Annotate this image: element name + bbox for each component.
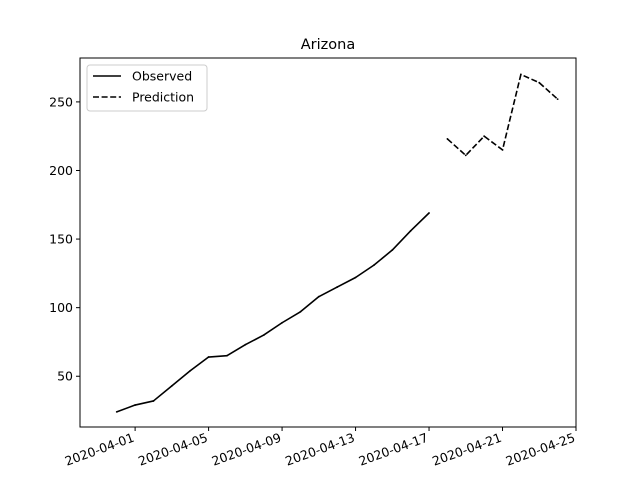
- data-point-observed: [354, 276, 357, 279]
- x-tick-label: 2020-04-05: [136, 430, 209, 469]
- legend: Observed Prediction: [86, 64, 208, 112]
- data-point-observed: [317, 295, 320, 298]
- data-point-observed: [189, 369, 192, 372]
- data-point-prediction: [519, 73, 522, 76]
- plot-area: [115, 73, 559, 413]
- x-axis: 2020-04-01 2020-04-05 2020-04-09 2020-04-13…: [63, 427, 577, 469]
- x-tick-label: 2020-04-01: [63, 430, 136, 469]
- data-point-prediction: [556, 98, 559, 101]
- x-tick-label: 2020-04-21: [430, 430, 503, 469]
- data-point-prediction: [446, 138, 449, 140]
- data-point-observed: [391, 249, 394, 251]
- data-point-observed: [262, 334, 265, 336]
- legend-label-observed: Observed: [132, 69, 192, 84]
- data-point-observed: [299, 310, 302, 313]
- chart-title: Arizona: [301, 37, 355, 53]
- data-point-observed: [134, 404, 137, 406]
- data-point-observed: [336, 286, 339, 288]
- data-point-prediction: [464, 154, 467, 157]
- series-line-observed: [116, 212, 430, 413]
- data-point-prediction: [501, 149, 504, 151]
- x-tick-label: 2020-04-13: [283, 430, 356, 469]
- data-point-observed: [152, 400, 155, 402]
- y-tick-label: 50: [57, 369, 73, 384]
- data-point-observed: [373, 264, 375, 267]
- data-point-prediction: [483, 135, 486, 138]
- x-tick-label: 2020-04-25: [504, 430, 577, 469]
- x-tick-label: 2020-04-17: [357, 430, 430, 469]
- data-point-observed: [226, 354, 228, 357]
- y-tick-label: 250: [49, 94, 73, 109]
- data-point-prediction: [538, 81, 541, 84]
- x-tick-label: 2020-04-09: [210, 430, 283, 469]
- y-tick-label: 200: [49, 163, 73, 178]
- data-point-observed: [244, 343, 247, 346]
- y-axis: 50 100 150 200 250: [49, 94, 80, 384]
- y-tick-label: 100: [49, 300, 73, 315]
- data-point-observed: [281, 321, 283, 324]
- data-point-observed: [170, 384, 173, 387]
- series-line-prediction: [446, 73, 559, 157]
- legend-label-prediction: Prediction: [132, 90, 194, 105]
- data-point-observed: [115, 411, 118, 413]
- axes-frame: [79, 57, 577, 428]
- data-point-observed: [409, 229, 412, 232]
- data-point-observed: [428, 212, 430, 214]
- y-tick-label: 150: [49, 232, 73, 247]
- data-point-observed: [207, 356, 210, 358]
